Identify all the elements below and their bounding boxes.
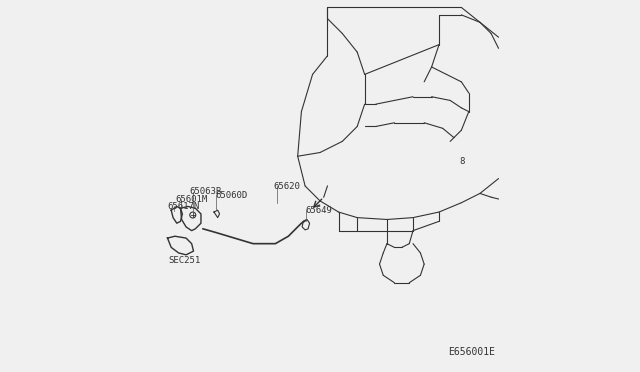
Text: E656001E: E656001E	[448, 347, 495, 357]
Text: 65063B: 65063B	[190, 187, 222, 196]
Text: 8: 8	[460, 157, 465, 166]
Text: 65620: 65620	[273, 182, 300, 190]
Text: 65060D: 65060D	[216, 191, 248, 200]
Text: SEC251: SEC251	[168, 256, 201, 265]
Text: 65617N: 65617N	[168, 202, 200, 211]
Text: 65601M: 65601M	[175, 195, 207, 203]
Text: 65649: 65649	[305, 206, 332, 215]
